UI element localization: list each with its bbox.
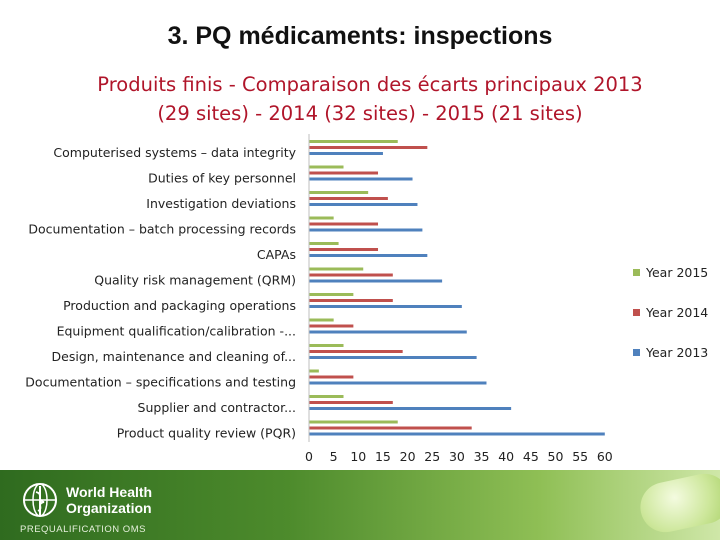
bar-year-2013-1 bbox=[309, 177, 413, 181]
bar-year-2015-6 bbox=[309, 293, 354, 296]
x-tick-label: 0 bbox=[305, 449, 313, 464]
legend-swatch bbox=[633, 349, 640, 356]
bar-year-2015-3 bbox=[309, 216, 334, 220]
x-tick-label: 40 bbox=[498, 449, 514, 464]
bar-year-2014-2 bbox=[309, 197, 388, 200]
category-label: Supplier and contractor... bbox=[138, 400, 296, 415]
bar-year-2014-4 bbox=[309, 248, 379, 251]
x-tick-label: 5 bbox=[330, 449, 338, 464]
bar-year-2014-7 bbox=[309, 324, 354, 328]
bar-year-2015-5 bbox=[309, 267, 364, 271]
bar-year-2014-3 bbox=[309, 222, 379, 226]
footer: World Health Organization PREQUALIFICATI… bbox=[0, 469, 720, 540]
bar-year-2014-6 bbox=[309, 299, 393, 302]
chart-title-line-2: (29 sites) - 2014 (32 sites) - 2015 (21 … bbox=[157, 102, 583, 125]
x-tick-label: 30 bbox=[449, 449, 465, 464]
category-label: CAPAs bbox=[257, 247, 296, 262]
bar-year-2014-1 bbox=[309, 171, 379, 175]
bar-year-2014-5 bbox=[309, 273, 393, 277]
prequalification-label: PREQUALIFICATION OMS bbox=[20, 524, 146, 535]
bar-year-2013-3 bbox=[309, 228, 423, 232]
x-tick-label: 10 bbox=[350, 449, 366, 464]
bars-group bbox=[309, 140, 605, 436]
bar-chart: Computerised systems – data integrity Dut… bbox=[25, 134, 708, 464]
bar-year-2013-4 bbox=[309, 254, 428, 257]
legend-label: Year 2013 bbox=[645, 345, 708, 360]
bar-year-2013-7 bbox=[309, 330, 467, 334]
x-tick-label: 50 bbox=[548, 449, 564, 464]
legend-swatch bbox=[633, 269, 640, 276]
bar-year-2015-7 bbox=[309, 318, 334, 322]
bar-year-2014-11 bbox=[309, 426, 472, 430]
legend-label: Year 2015 bbox=[645, 265, 708, 280]
bar-year-2013-9 bbox=[309, 381, 487, 385]
bar-year-2013-6 bbox=[309, 305, 462, 308]
bar-year-2015-0 bbox=[309, 140, 398, 143]
bar-year-2013-8 bbox=[309, 356, 477, 359]
bar-year-2015-2 bbox=[309, 191, 369, 194]
x-tick-label: 55 bbox=[572, 449, 588, 464]
chart-title: Produits finis - Comparaison des écarts … bbox=[60, 70, 680, 128]
category-label: Equipment qualification/calibration -... bbox=[57, 324, 296, 339]
category-label: Production and packaging operations bbox=[63, 298, 296, 313]
who-name: World Health Organization bbox=[66, 484, 153, 516]
category-label: Documentation – specifications and testi… bbox=[25, 375, 296, 390]
bar-year-2013-2 bbox=[309, 203, 418, 206]
bar-year-2015-9 bbox=[309, 369, 319, 373]
category-label: Investigation deviations bbox=[146, 196, 296, 211]
category-label: Computerised systems – data integrity bbox=[53, 145, 296, 160]
legend-swatch bbox=[633, 309, 640, 316]
slide-title: 3. PQ médicaments: inspections bbox=[167, 22, 553, 50]
bar-year-2014-9 bbox=[309, 375, 354, 379]
x-axis: 0 5 10 15 20 25 30 35 40 45 50 55 60 bbox=[305, 134, 613, 464]
bar-year-2013-10 bbox=[309, 407, 512, 410]
bar-year-2013-5 bbox=[309, 279, 443, 283]
x-tick-label: 35 bbox=[474, 449, 490, 464]
category-label: Documentation – batch processing records bbox=[28, 222, 296, 237]
bar-year-2015-11 bbox=[309, 420, 398, 424]
legend: Year 2015 Year 2014 Year 2013 bbox=[633, 265, 708, 360]
bar-year-2015-4 bbox=[309, 242, 339, 245]
category-label: Quality risk management (QRM) bbox=[94, 273, 296, 288]
bar-year-2015-10 bbox=[309, 395, 344, 398]
x-tick-label: 15 bbox=[375, 449, 391, 464]
bar-year-2015-8 bbox=[309, 344, 344, 347]
x-tick-label: 45 bbox=[523, 449, 539, 464]
bar-year-2013-11 bbox=[309, 432, 605, 436]
category-label: Design, maintenance and cleaning of... bbox=[52, 349, 296, 364]
x-tick-label: 60 bbox=[597, 449, 613, 464]
bar-year-2014-8 bbox=[309, 350, 403, 353]
legend-label: Year 2014 bbox=[645, 305, 708, 320]
category-label: Product quality review (PQR) bbox=[117, 426, 296, 441]
x-tick-label: 25 bbox=[424, 449, 440, 464]
bar-year-2013-0 bbox=[309, 152, 383, 155]
bar-year-2015-1 bbox=[309, 165, 344, 169]
category-labels: Computerised systems – data integrity Dut… bbox=[25, 145, 296, 441]
x-tick-label: 20 bbox=[400, 449, 416, 464]
chart-title-line-1: Produits finis - Comparaison des écarts … bbox=[97, 73, 643, 96]
bar-year-2014-10 bbox=[309, 401, 393, 404]
footer-band bbox=[0, 470, 720, 540]
bar-year-2014-0 bbox=[309, 146, 428, 149]
category-label: Duties of key personnel bbox=[148, 171, 296, 186]
who-emblem-icon bbox=[23, 483, 57, 517]
